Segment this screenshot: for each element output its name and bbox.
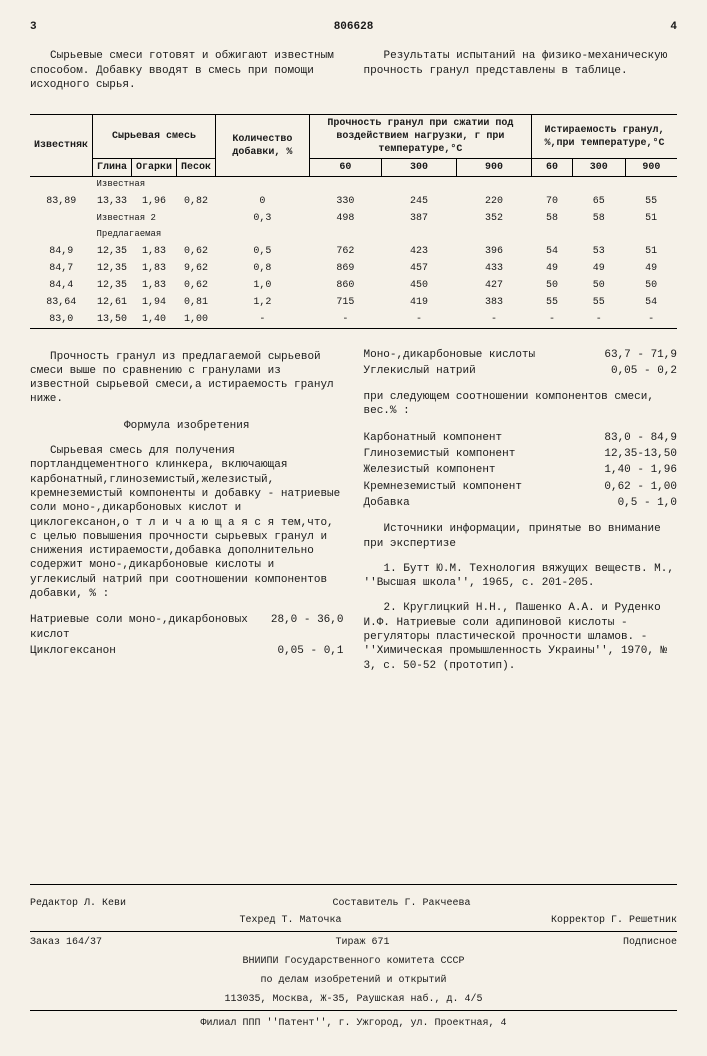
prochnost-text: Прочность гранул из предлагаемой сырьево… — [30, 350, 344, 407]
th-ogarki: Огарки — [132, 159, 177, 177]
sources-title: Источники информации, принятые во вниман… — [364, 522, 678, 551]
component-value: 28,0 - 36,0 — [271, 613, 344, 642]
table-row: 84,912,351,830,620,5762423396545351 — [30, 243, 677, 260]
component-label: Углекислый натрий — [364, 364, 611, 378]
th-p900: 900 — [456, 159, 531, 177]
component-row: Моно-,дикарбоновые кислоты63,7 - 71,9 — [364, 347, 678, 363]
component-label: Натриевые соли моно-,дикарбоновых кислот — [30, 613, 271, 642]
table-row: 84,412,351,830,621,0860450427505050 — [30, 277, 677, 294]
row-label-proposed: Предлагаемая — [93, 227, 216, 243]
formula-title: Формула изобретения — [30, 419, 344, 433]
component-row: Добавка0,5 - 1,0 — [364, 495, 678, 511]
component-label: Добавка — [364, 496, 618, 510]
podpisnoe: Подписное — [623, 936, 677, 949]
component-row: Глиноземистый компонент12,35-13,50 — [364, 446, 678, 462]
component-label: Кремнеземистый компонент — [364, 480, 605, 494]
component-row: Карбонатный компонент83,0 - 84,9 — [364, 430, 678, 446]
source-1: 1. Бутт Ю.М. Технология вяжущих веществ.… — [364, 562, 678, 591]
component-value: 12,35-13,50 — [604, 447, 677, 461]
th-prochnost: Прочность гранул при сжатии под воздейст… — [309, 115, 531, 159]
th-i60: 60 — [531, 159, 572, 177]
body-columns: Прочность гранул из предлагаемой сырьево… — [30, 339, 677, 684]
table-row: 83,8913,331,960,820330245220706555 — [30, 193, 677, 210]
component-row: Железистый компонент1,40 - 1,96 — [364, 462, 678, 478]
th-izv: Известняк — [30, 115, 93, 177]
component-label: Моно-,дикарбоновые кислоты — [364, 348, 605, 362]
row-label-known: Известная — [93, 177, 216, 193]
th-i300: 300 — [572, 159, 625, 177]
th-p300: 300 — [381, 159, 456, 177]
intro-left: Сырьевые смеси готовят и обжигают извест… — [30, 49, 344, 92]
th-istir: Истираемость гранул, %,при температуре,°… — [531, 115, 677, 159]
th-p60: 60 — [309, 159, 381, 177]
techred: Техред Т. Маточка — [239, 914, 341, 927]
component-value: 0,62 - 1,00 — [604, 480, 677, 494]
page-header: 3 806628 4 — [30, 20, 677, 34]
table-row: Известная 20,3498387352585851 — [30, 210, 677, 227]
th-mix: Сырьевая смесь — [93, 115, 216, 159]
compiler: Составитель Г. Ракчеева — [333, 897, 471, 910]
component-value: 83,0 - 84,9 — [604, 431, 677, 445]
component-value: 0,05 - 0,1 — [277, 644, 343, 658]
filial: Филиал ППП ''Патент'', г. Ужгород, ул. П… — [30, 1017, 677, 1030]
org1: ВНИИПИ Государственного комитета СССР — [30, 955, 677, 968]
source-2: 2. Круглицкий Н.Н., Пашенко А.А. и Руден… — [364, 601, 678, 672]
th-pesok: Песок — [177, 159, 216, 177]
corrector: Корректор Г. Решетник — [551, 914, 677, 927]
component-value: 0,05 - 0,2 — [611, 364, 677, 378]
component-label: Циклогексанон — [30, 644, 277, 658]
component-row: Кремнеземистый компонент0,62 - 1,00 — [364, 479, 678, 495]
data-table: Известняк Сырьевая смесь Количество доба… — [30, 114, 677, 328]
sootnosh-text: при следующем соотношении компонентов см… — [364, 390, 678, 419]
component-label: Железистый компонент — [364, 463, 605, 477]
doc-number: 806628 — [334, 20, 374, 34]
th-dobavki: Количество добавки, % — [216, 115, 310, 177]
formula-text: Сырьевая смесь для получения портландцем… — [30, 444, 344, 601]
component-row: Циклогексанон0,05 - 0,1 — [30, 643, 344, 659]
page-left-num: 3 — [30, 20, 37, 34]
component-label: Глиноземистый компонент — [364, 447, 605, 461]
table-row: 83,013,501,401,00------- — [30, 311, 677, 329]
table-row: 84,712,351,839,620,8869457433494949 — [30, 260, 677, 277]
component-row: Углекислый натрий0,05 - 0,2 — [364, 363, 678, 379]
tirazh: Тираж 671 — [335, 936, 389, 949]
component-label: Карбонатный компонент — [364, 431, 605, 445]
footer: Редактор Л. Кеви Составитель Г. Ракчеева… — [30, 884, 677, 1030]
component-value: 63,7 - 71,9 — [604, 348, 677, 362]
intro-right: Результаты испытаний на физико-механичес… — [364, 49, 678, 92]
page-right-num: 4 — [670, 20, 677, 34]
addr1: 113035, Москва, Ж-35, Раушская наб., д. … — [30, 993, 677, 1011]
th-glina: Глина — [93, 159, 132, 177]
org2: по делам изобретений и открытий — [30, 974, 677, 987]
zakaz: Заказ 164/37 — [30, 936, 102, 949]
th-i900: 900 — [625, 159, 677, 177]
component-row: Натриевые соли моно-,дикарбоновых кислот… — [30, 612, 344, 643]
editor: Редактор Л. Кеви — [30, 897, 126, 910]
table-row: 83,6412,611,940,811,2715419383555554 — [30, 294, 677, 311]
intro-block: Сырьевые смеси готовят и обжигают извест… — [30, 49, 677, 104]
component-value: 1,40 - 1,96 — [604, 463, 677, 477]
component-value: 0,5 - 1,0 — [618, 496, 677, 510]
